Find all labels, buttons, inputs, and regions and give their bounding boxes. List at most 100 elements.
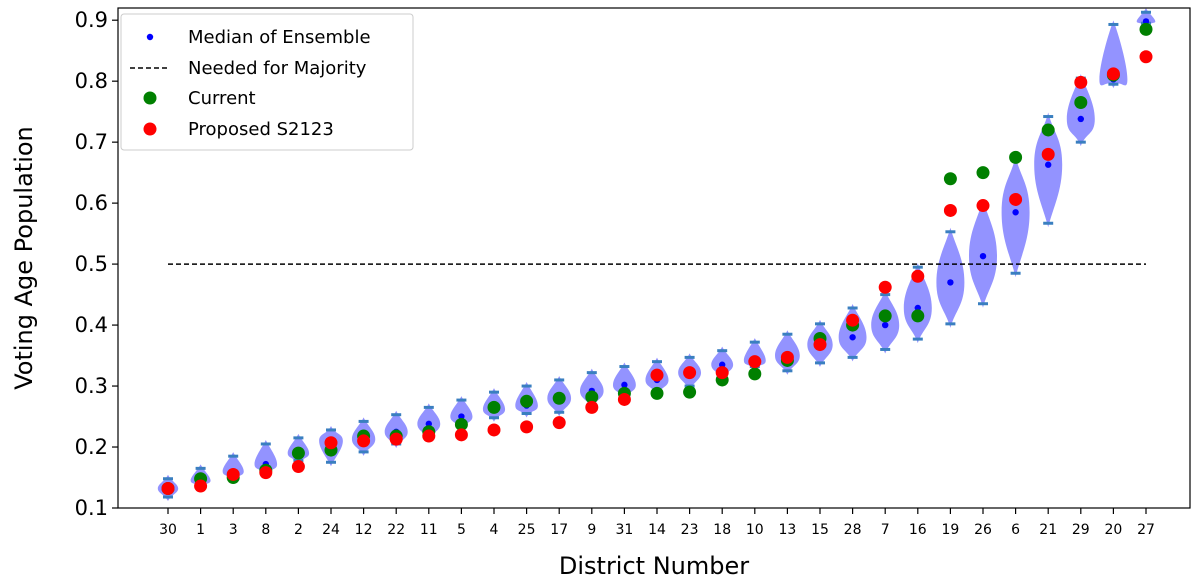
median-point [425,420,432,428]
y-tick-label: 0.1 [75,496,108,520]
ensemble-violin [1099,20,1128,89]
ensemble-violin [1034,112,1063,228]
x-tick-label: 22 [387,522,405,538]
median-point [621,381,628,389]
proposed-point [878,280,892,294]
legend-label-current: Current [188,88,256,109]
x-tick-label: 18 [713,522,731,538]
x-tick-label: 3 [229,522,238,538]
y-tick-label: 0.9 [75,8,108,32]
ensemble-violin [903,263,932,344]
x-tick-label: 21 [1039,522,1057,538]
x-tick-label: 11 [420,522,438,538]
legend-label-majority: Needed for Majority [188,58,367,79]
proposed-point [520,420,534,434]
current-point [748,367,762,381]
x-tick-label: 2 [294,522,303,538]
y-tick-label: 0.7 [75,130,108,154]
current-point [291,446,305,460]
proposed-point [1139,50,1153,64]
median-point [914,304,921,312]
current-point [1041,123,1055,137]
x-tick-label: 10 [746,522,764,538]
x-tick-label: 17 [550,522,568,538]
median-point [979,252,987,260]
proposed-point [552,416,566,430]
x-tick-label: 12 [355,522,373,538]
x-tick-label: 8 [261,522,270,538]
median-point [1012,209,1019,216]
proposed-point [487,423,501,437]
proposed-point [357,434,371,448]
current-point [487,400,501,414]
legend-label-proposed: Proposed S2123 [188,119,334,140]
ensemble-violin [838,304,867,362]
y-tick-label: 0.5 [75,252,108,276]
legend-box [120,13,414,151]
proposed-point [422,429,436,443]
current-point [1139,22,1153,36]
current-point [1009,150,1023,164]
plot-frame [117,7,1191,509]
x-tick-label: 13 [778,522,796,538]
ensemble-violin [936,227,965,328]
x-tick-label: 7 [881,522,890,538]
proposed-point [683,366,697,380]
y-axis: 0.1 0.2 0.3 0.4 0.5 0.6 0.7 0.8 0.9 [75,8,118,520]
x-tick-label: 1 [196,522,205,538]
x-tick-label: 20 [1104,522,1122,538]
y-tick-label: 0.6 [75,191,108,215]
median-point [1045,161,1052,168]
proposed-point [780,350,794,364]
proposed-point [259,466,273,480]
current-point [976,166,990,180]
median-point [947,279,954,286]
proposed-point [585,400,599,414]
current-point [943,172,957,186]
current-point [552,391,566,405]
proposed-point [911,269,925,283]
ensemble-violin [1001,156,1030,278]
proposed-point [1009,192,1023,206]
proposed-point [846,313,860,327]
median-point [458,413,465,420]
current-point [878,309,892,323]
legend-label-median: Median of Ensemble [188,27,371,48]
median-point [849,334,856,341]
proposed-point [715,366,729,380]
legend-marker-proposed [143,122,157,136]
x-tick-label: 29 [1072,522,1090,538]
x-tick-label: 24 [322,522,340,538]
x-tick-label: 30 [159,522,177,538]
x-tick-label: 31 [615,522,633,538]
proposed-point [324,436,338,450]
median-point [1077,115,1085,123]
proposed-point [617,392,631,406]
x-tick-label: 14 [648,522,666,538]
proposed-point [454,428,468,442]
x-tick-label: 5 [457,522,466,538]
proposed-point [976,199,990,213]
x-tick-label: 26 [974,522,992,538]
x-tick-label: 15 [811,522,829,538]
x-tick-label: 28 [844,522,862,538]
proposed-point [291,460,305,474]
ensemble-violin [1066,74,1095,147]
current-point [520,394,534,408]
proposed-point [1041,147,1055,161]
current-point [911,309,925,323]
legend: Median of Ensemble Needed for Majority C… [120,13,414,151]
median-point [1142,18,1150,25]
ensemble-violin [612,362,636,400]
proposed-point [226,467,240,481]
y-tick-label: 0.3 [75,374,108,398]
proposed-point [748,355,762,369]
ensemble-violin [254,439,278,476]
x-tick-label: 25 [518,522,536,538]
y-axis-label: Voting Age Population [10,126,38,390]
legend-marker-median [146,33,154,41]
proposed-point [813,338,827,352]
y-tick-label: 0.2 [75,435,108,459]
proposed-point [650,368,664,382]
x-axis: 30 1 3 8 2 24 12 22 11 5 4 25 17 9 31 14 23 18 10 13 15 28 7 16… [159,508,1155,538]
